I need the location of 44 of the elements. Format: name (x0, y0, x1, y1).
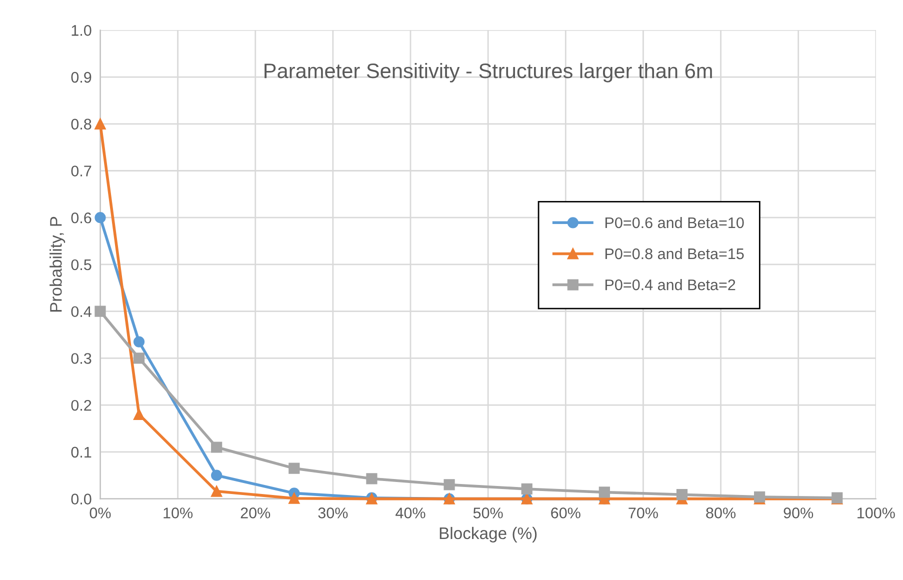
y-tick-label: 0.8 (71, 118, 92, 130)
legend-label: P0=0.6 and Beta=10 (605, 216, 744, 228)
y-tick-label: 0.3 (71, 353, 92, 364)
point (211, 442, 222, 453)
y-tick-label: 0.9 (71, 72, 92, 83)
point (598, 486, 610, 498)
point (521, 483, 532, 495)
y-tick-label: 0.1 (71, 446, 92, 458)
point (444, 479, 455, 490)
y-axis-title: Probability, P (50, 216, 66, 312)
y-tick-label: 0.6 (71, 212, 92, 224)
point (366, 473, 378, 484)
text: Parameter Sensitivity - Structures larger than 6m (264, 62, 712, 82)
x-tick-label: 30% (318, 508, 348, 518)
point (94, 118, 106, 130)
x-tick-label: 40% (396, 508, 426, 518)
x-tick-label: 20% (240, 508, 270, 518)
point (133, 352, 145, 364)
x-tick-label: 0% (90, 508, 111, 518)
y-tick-label: 0.4 (71, 306, 92, 318)
y-tick-label: 0.7 (71, 166, 92, 176)
point (211, 486, 222, 497)
x-tick-label: 90% (784, 508, 814, 518)
y-tick-label: 0.2 (71, 400, 92, 411)
point (94, 306, 106, 317)
point (211, 470, 222, 481)
y-tick-label: 0.5 (71, 259, 92, 270)
legend-label: P0=0.8 and Beta=15 (605, 248, 744, 260)
point (676, 489, 688, 500)
x-tick-label: 10% (164, 508, 193, 518)
x-tick-label: 50% (473, 508, 503, 518)
point (288, 492, 300, 504)
y-tick-label: 0.0 (71, 494, 92, 504)
x-tick-label: 100% (858, 508, 895, 518)
x-tick-label: 70% (628, 508, 658, 518)
legend-label: P0=0.4 and Beta=2 (605, 279, 736, 290)
x-axis-title: Blockage (%) (440, 526, 537, 542)
point (133, 336, 145, 348)
x-tick-label: 60% (551, 508, 580, 518)
point (288, 462, 300, 474)
point (133, 408, 145, 420)
x-tick-label: 80% (706, 508, 736, 518)
y-tick-label: 1.0 (72, 25, 92, 36)
point (94, 212, 106, 224)
